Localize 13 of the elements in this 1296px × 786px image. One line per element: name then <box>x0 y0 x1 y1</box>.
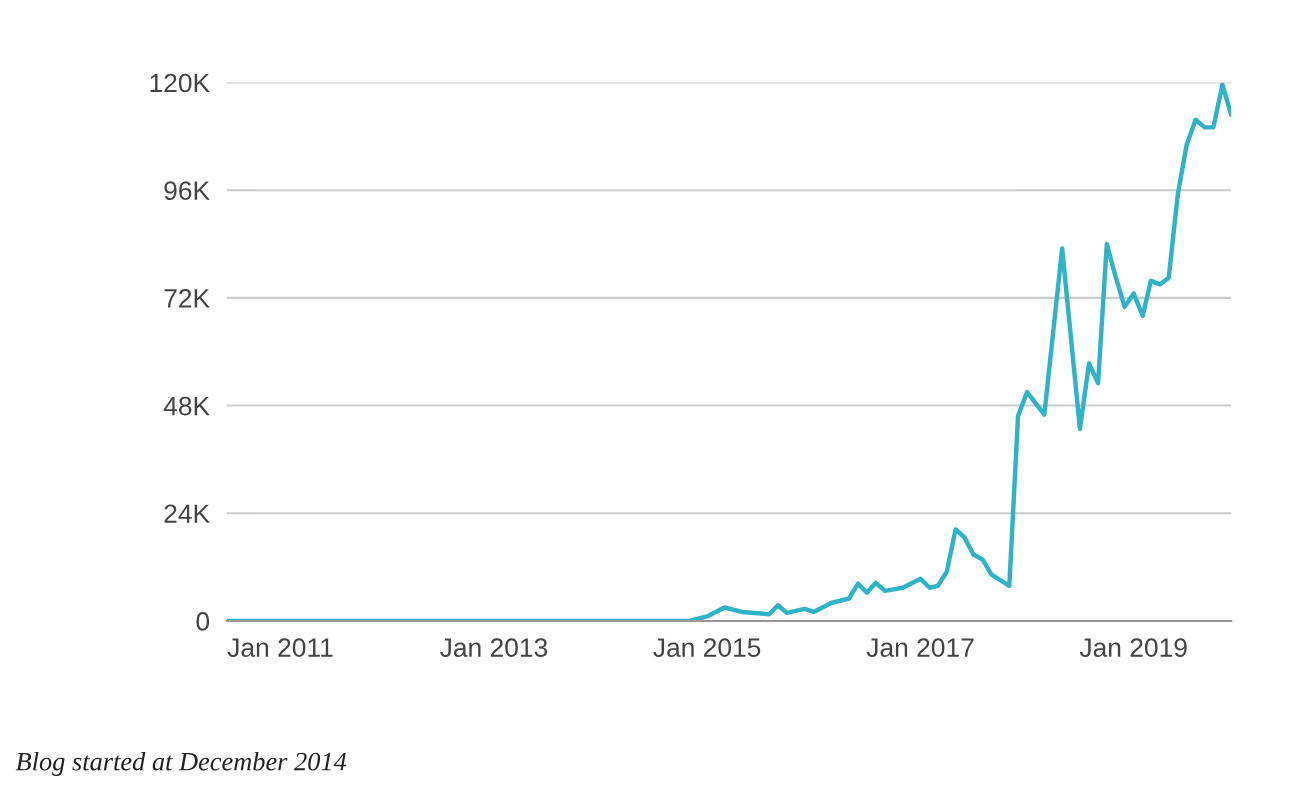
y-tick-label: 48K <box>163 396 210 416</box>
x-tick-label: Jan 2011 <box>227 638 333 657</box>
x-tick-label: Jan 2017 <box>866 638 974 657</box>
x-tick-label: Jan 2015 <box>653 638 761 657</box>
y-tick-label: 24K <box>164 504 210 523</box>
x-tick-label: Jan 2013 <box>440 638 548 657</box>
y-tick-label: 120K <box>150 73 210 93</box>
text: Blog started at December 2014 <box>15 751 347 776</box>
x-tick-label: Jan 2019 <box>1079 638 1187 657</box>
y-tick-label: 72K <box>164 289 210 308</box>
line-series <box>226 82 1232 621</box>
y-tick-label: 0 <box>196 612 210 631</box>
y-tick-label: 96K <box>164 181 210 201</box>
